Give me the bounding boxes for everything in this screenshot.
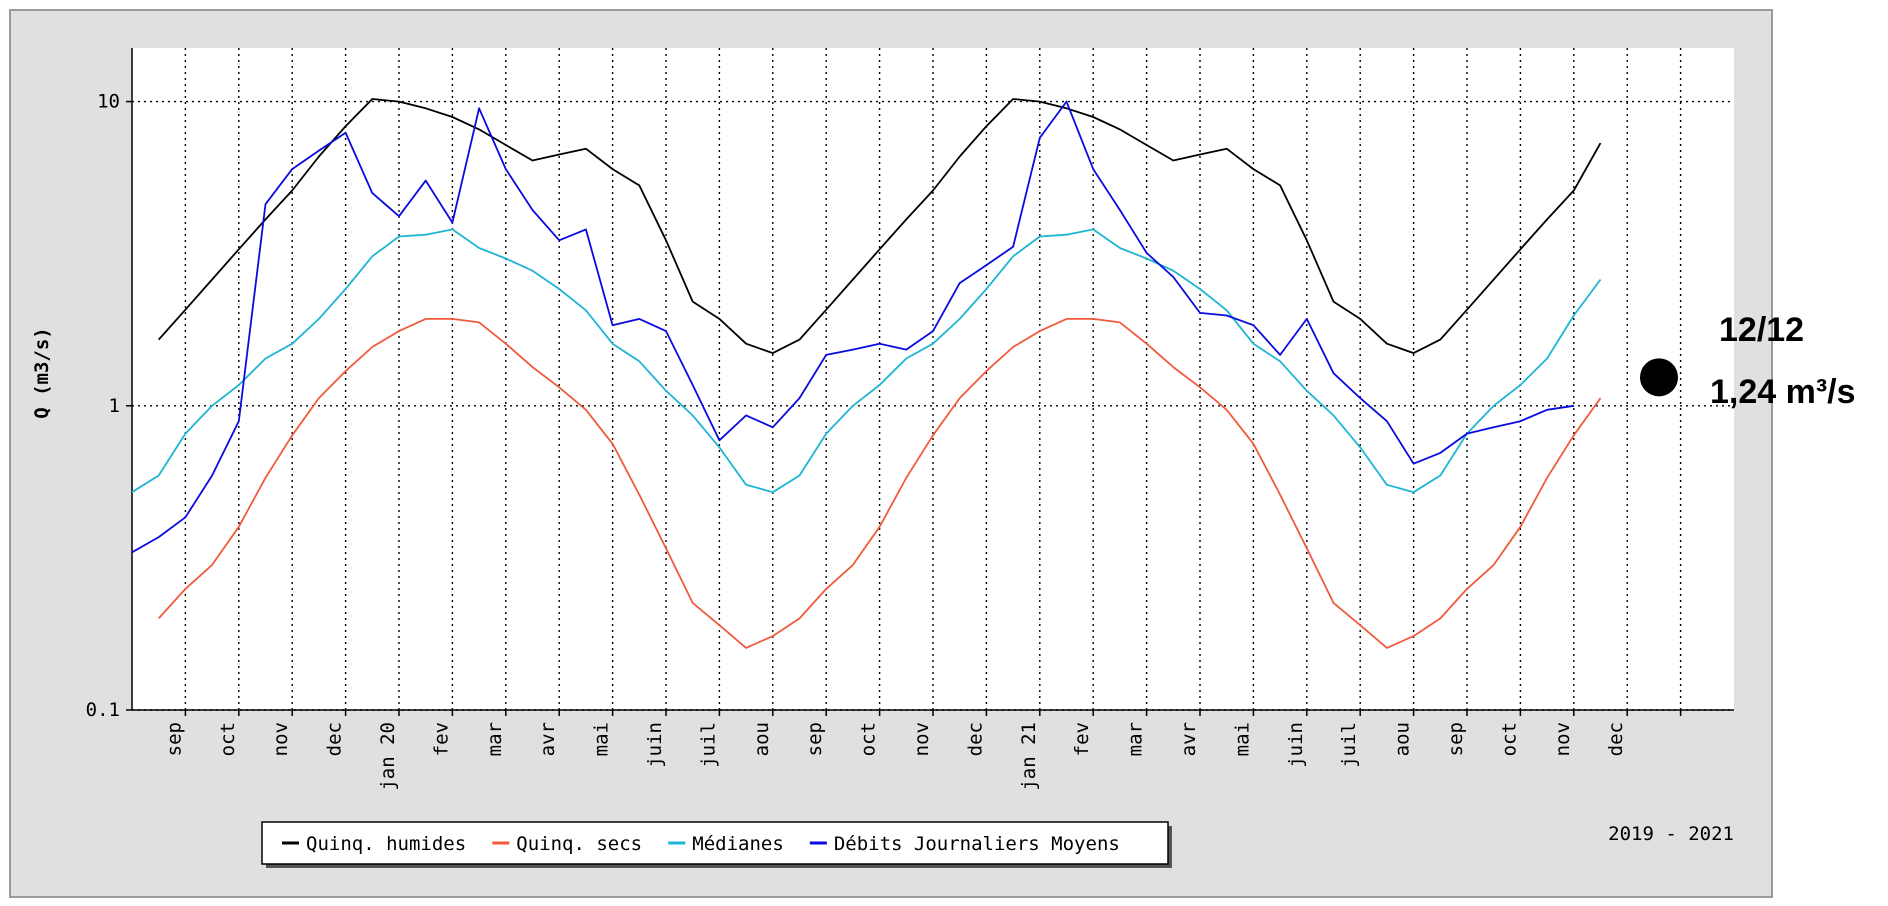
series-line (131, 228, 1602, 494)
x-tick-label: fev (430, 722, 452, 756)
series-line (158, 98, 1602, 354)
x-tick-label: sep (163, 722, 185, 756)
x-tick-label: oct (858, 722, 880, 756)
x-tick-label: fev (1071, 722, 1093, 756)
x-tick-label: avr (1178, 722, 1200, 756)
y-axis-label: Q (m3/s) (31, 327, 53, 419)
annotation-date: 12/12 (1719, 311, 1804, 349)
x-tick-label: nov (270, 722, 292, 756)
x-tick-label: jan 21 (1018, 722, 1040, 791)
x-tick-label: juin (1285, 722, 1307, 768)
legend-label: Quinq. secs (516, 833, 642, 855)
legend-label: Quinq. humides (306, 833, 466, 855)
series-line (158, 318, 1602, 649)
x-tick-label: nov (1552, 722, 1574, 756)
current-value-dot (1640, 358, 1678, 397)
x-tick-label: sep (1445, 722, 1467, 756)
x-tick-label: juin (644, 722, 666, 768)
legend-label: Médianes (692, 833, 784, 855)
x-tick-label: mai (591, 722, 613, 756)
legend (261, 821, 1169, 865)
y-tick-label: 1 (109, 395, 120, 417)
period-label: 2019 - 2021 (1608, 823, 1734, 845)
x-tick-label: jan 20 (377, 722, 399, 791)
x-tick-label: aou (1392, 722, 1414, 756)
legend-label: Débits Journaliers Moyens (834, 833, 1120, 855)
y-tick-label: 10 (97, 91, 120, 113)
x-tick-label: aou (751, 722, 773, 756)
y-tick-label: 0.1 (86, 699, 120, 721)
plot: sep oct nov dec jan 20 fev mar avr mai juin juil ao… (86, 48, 1734, 791)
x-tick-label: nov (911, 722, 933, 756)
x-tick-label: juil (697, 722, 719, 768)
x-tick-label: juil (1338, 722, 1360, 768)
x-tick-label: oct (217, 722, 239, 756)
x-tick-label: oct (1498, 722, 1520, 756)
x-tick-label: dec (324, 722, 346, 756)
x-tick-label: sep (804, 722, 826, 756)
x-tick-label: mar (1125, 722, 1147, 756)
x-tick-label: dec (964, 722, 986, 756)
x-tick-label: avr (537, 722, 559, 756)
x-tick-label: mar (484, 722, 506, 756)
series-line (131, 100, 1574, 554)
x-tick-label: mai (1231, 722, 1253, 756)
legend-entries: Quinq. humides Quinq. secs Médianes Débits … (282, 833, 1120, 855)
x-tick-label: dec (1605, 722, 1627, 756)
annotation-value: 1,24 m³/s (1710, 373, 1856, 411)
